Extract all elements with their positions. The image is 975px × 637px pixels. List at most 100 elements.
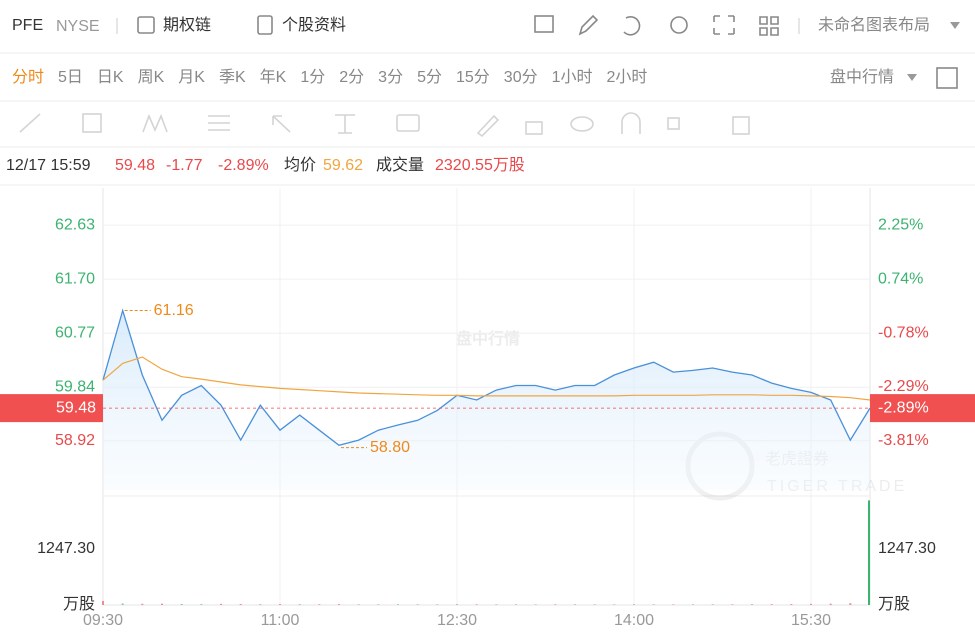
volume-bar xyxy=(220,603,222,605)
period-tab[interactable]: 月K xyxy=(178,69,205,86)
quote-price: 59.48 xyxy=(115,157,155,174)
volume-bar xyxy=(318,604,321,605)
y-tick-label: 59.84 xyxy=(55,378,95,395)
dropdown xyxy=(907,74,917,81)
volume-bar xyxy=(259,604,262,605)
volume-bar xyxy=(495,604,498,605)
period-tab[interactable]: 30分 xyxy=(504,68,538,86)
y2-tick-label: 0.74% xyxy=(878,270,923,287)
volume-bar xyxy=(829,603,832,605)
volume-bar xyxy=(515,604,517,605)
volume-unit: 万股 xyxy=(63,595,95,613)
watermark: 盘中行情 xyxy=(456,329,520,348)
profile-icon[interactable] xyxy=(257,15,273,35)
volume-bar xyxy=(849,603,852,605)
period-tab[interactable]: 1分 xyxy=(300,68,325,86)
volume-bar xyxy=(672,604,675,605)
mode[interactable]: 盘中行情 xyxy=(830,67,894,86)
quote-change-pct: -2.89% xyxy=(218,157,269,174)
volume-value: 2320.55万股 xyxy=(435,156,525,174)
volume-bar xyxy=(593,604,596,605)
x-tick-label: 14:00 xyxy=(614,612,654,629)
layout-name[interactable]: 未命名图表布局 xyxy=(818,16,930,34)
volume-bar xyxy=(652,604,655,605)
price-area xyxy=(103,310,870,490)
volume-bar xyxy=(397,604,399,605)
profile-link[interactable]: 个股资料 xyxy=(282,16,346,34)
volume-tick-label: 1247.30 xyxy=(37,540,95,557)
period-tab[interactable]: 年K xyxy=(260,68,287,86)
volume-bar xyxy=(357,604,360,605)
annotation-label: 61.16 xyxy=(154,302,194,319)
quote-change: -1.77 xyxy=(166,157,203,174)
icon-expand[interactable] xyxy=(936,67,958,89)
period-tab[interactable]: 周K xyxy=(138,69,165,86)
chart: 盘中行情老虎證券TIGER TRADE62.6361.7060.7759.845… xyxy=(0,188,975,629)
volume-bar xyxy=(416,604,419,605)
icon-chart[interactable] xyxy=(534,15,554,33)
dropdown xyxy=(950,22,960,29)
y-tick-label: 60.77 xyxy=(55,324,95,341)
x-tick-label: 12:30 xyxy=(437,612,477,629)
y-tick-label: 61.70 xyxy=(55,270,95,287)
volume-bar xyxy=(534,604,537,605)
symbol: PFE xyxy=(12,17,43,34)
icon-fullscreen[interactable] xyxy=(713,15,735,35)
avg-line xyxy=(102,356,871,401)
volume-bar xyxy=(456,604,458,605)
period-tab[interactable]: 5分 xyxy=(417,68,442,86)
volume-bar xyxy=(279,604,281,605)
volume-bar xyxy=(239,604,242,605)
icon-draw[interactable] xyxy=(578,14,599,36)
volume-bar xyxy=(102,600,104,605)
avg-label: 均价 xyxy=(284,156,316,174)
volume-unit: 万股 xyxy=(878,595,910,613)
last-pct-label: -2.89% xyxy=(878,399,929,416)
icon-layout[interactable] xyxy=(759,16,779,36)
volume-bar xyxy=(180,604,183,605)
period-tab[interactable]: 分时 xyxy=(12,68,44,86)
x-tick-label: 11:00 xyxy=(261,612,300,629)
price-line xyxy=(102,308,871,447)
period-tab[interactable]: 3分 xyxy=(378,68,403,86)
volume-bar xyxy=(692,604,694,605)
volume-bar xyxy=(200,604,203,605)
volume-bar xyxy=(475,604,478,605)
period-tab[interactable]: 季K xyxy=(219,68,246,86)
volume-bar xyxy=(711,604,714,605)
volume-label: 成交量 xyxy=(376,156,424,174)
volume-bar xyxy=(338,604,340,605)
icon-settings[interactable] xyxy=(670,16,688,34)
y2-tick-label: 2.25% xyxy=(878,217,923,234)
period-tab[interactable]: 1小时 xyxy=(552,68,593,86)
period-tab[interactable]: 15分 xyxy=(456,68,490,86)
annotation-label: 58.80 xyxy=(370,439,410,456)
volume-bar xyxy=(810,603,812,605)
volume-bar xyxy=(751,604,753,605)
volume-bar xyxy=(554,604,557,605)
x-tick-label: 09:30 xyxy=(83,612,123,629)
volume-bar xyxy=(574,604,576,605)
period-tab[interactable]: 5日 xyxy=(58,69,83,86)
quote-time: 12/17 15:59 xyxy=(6,157,91,174)
period-tab[interactable]: 日K xyxy=(97,69,124,86)
volume-bar xyxy=(161,603,163,605)
y-tick-label: 58.92 xyxy=(55,432,95,449)
volume-bar xyxy=(868,500,870,605)
option-icon[interactable] xyxy=(137,16,155,34)
y2-tick-label: -3.81% xyxy=(878,432,929,449)
volume-bar xyxy=(790,604,793,605)
avg-value: 59.62 xyxy=(323,157,363,174)
volume-bar xyxy=(141,603,144,605)
volume-bar xyxy=(377,604,380,605)
period-tab[interactable]: 2小时 xyxy=(607,68,648,86)
volume-bar xyxy=(731,604,734,605)
icon-reset[interactable] xyxy=(623,15,641,36)
period-tab[interactable]: 2分 xyxy=(339,68,364,86)
volume-bar xyxy=(770,604,773,605)
y-tick-label: 62.63 xyxy=(55,216,95,233)
period-bar: 分时 5日 日K 周K 月K 季K 年K 1分 2分 3分 5分 15分 30分 1小时 2小时 xyxy=(12,68,647,86)
option-link[interactable]: 期权链 xyxy=(163,16,211,34)
